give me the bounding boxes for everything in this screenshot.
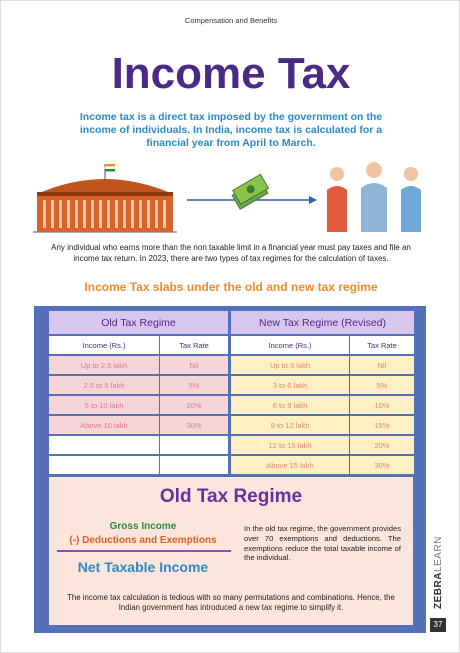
- column-header: Tax Rate: [350, 336, 414, 354]
- empty-cell: [49, 456, 159, 474]
- intro: Income tax is a direct tax imposed by th…: [79, 111, 383, 149]
- paragraph: Any individual who earns more than the n…: [51, 243, 411, 263]
- brand-light: LEARN: [433, 536, 444, 573]
- empty-cell: [49, 436, 159, 454]
- formula-deductions: (-) Deductions and Exemptions: [69, 535, 217, 546]
- column-header: Income (Rs.): [49, 336, 159, 354]
- table-cell: Above 10 lakh: [49, 416, 159, 434]
- table-cell: 15%: [350, 416, 414, 434]
- box-note: The income tax calculation is tedious wi…: [67, 593, 395, 612]
- formula-line: [57, 550, 231, 552]
- box-title: Old Tax Regime: [159, 486, 303, 507]
- table-cell: 10%: [350, 396, 414, 414]
- table-cell: 30%: [350, 456, 414, 474]
- table-cell: Up to 3 lakh: [231, 356, 349, 374]
- page-number: 37: [430, 618, 446, 632]
- brand: ZEBRALEARN: [433, 519, 445, 609]
- empty-cell: [160, 436, 228, 454]
- page-title: Income Tax: [111, 49, 351, 98]
- table-cell: 3 to 6 lakh: [231, 376, 349, 394]
- column-header: Income (Rs.): [231, 336, 349, 354]
- regime-title: New Tax Regime (Revised): [231, 311, 414, 334]
- table-cell: 5%: [160, 376, 228, 394]
- table-cell: 12 to 15 lakh: [231, 436, 349, 454]
- table-cell: Nil: [160, 356, 228, 374]
- table-cell: 5 to 10 lakh: [49, 396, 159, 414]
- old-regime-box: Old Tax Regime Gross Income (-) Deductio…: [49, 477, 413, 625]
- table-cell: Nil: [350, 356, 414, 374]
- table-cell: 5%: [350, 376, 414, 394]
- table-cell: 30%: [160, 416, 228, 434]
- formula-gross: Gross Income: [109, 521, 177, 532]
- formula-net: Net Taxable Income: [77, 559, 209, 575]
- slabs-heading: Income Tax slabs under the old and new t…: [84, 280, 378, 294]
- box-description: In the old tax regime, the government pr…: [244, 524, 401, 563]
- section-header: Compensation and Benefits: [184, 16, 278, 25]
- empty-cell: [160, 456, 228, 474]
- table-cell: 9 to 12 lakh: [231, 416, 349, 434]
- table-cell: 2.5 to 5 lakh: [49, 376, 159, 394]
- illustration: [33, 162, 421, 233]
- table-cell: 20%: [350, 436, 414, 454]
- table-cell: 20%: [160, 396, 228, 414]
- table-cell: Up to 2.5 lakh: [49, 356, 159, 374]
- table-cell: Above 15 lakh: [231, 456, 349, 474]
- column-header: Tax Rate: [160, 336, 228, 354]
- table-cell: 6 to 9 lakh: [231, 396, 349, 414]
- regime-title: Old Tax Regime: [49, 311, 228, 334]
- brand-bold: ZEBRA: [433, 572, 444, 609]
